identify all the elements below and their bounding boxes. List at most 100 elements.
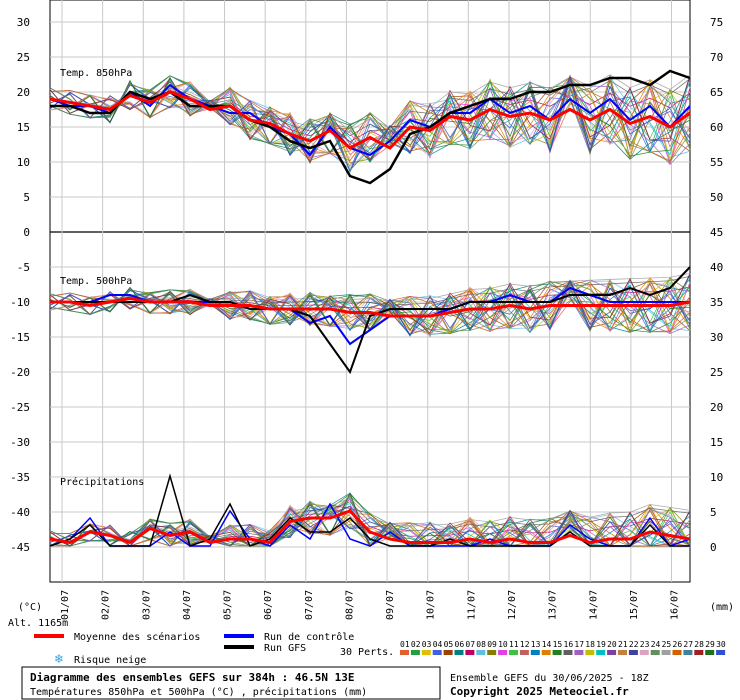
t500-panel-label: Temp. 500hPa bbox=[60, 276, 132, 287]
pert-color-swatch bbox=[694, 650, 704, 655]
t500-panel bbox=[49, 266, 691, 375]
t850-mean-line bbox=[49, 90, 691, 150]
footer-box bbox=[21, 666, 441, 700]
pert-color-swatch bbox=[661, 650, 671, 655]
left-tick-label: -45 bbox=[10, 541, 30, 554]
x-tick-label: 02/07 bbox=[101, 590, 112, 620]
left-tick-label: -20 bbox=[10, 366, 30, 379]
t500-perturbation-line bbox=[49, 280, 691, 333]
precip-panel-label: Précipitations bbox=[60, 476, 144, 488]
right-tick-label: 25 bbox=[710, 366, 723, 379]
pert-color-swatch bbox=[683, 650, 693, 655]
pert-number-label: 09 bbox=[487, 640, 497, 649]
t850-perturbation-line bbox=[49, 76, 691, 162]
t500-mean-line bbox=[50, 296, 691, 318]
pert-color-swatch bbox=[487, 650, 497, 655]
chart-legend: Moyenne des scénarios Run de contrôle Ru… bbox=[34, 631, 726, 666]
pert-color-swatch bbox=[552, 650, 562, 655]
footer-title: Diagramme des ensembles GEFS sur 384h : … bbox=[30, 671, 355, 684]
pert-color-swatch bbox=[585, 650, 595, 655]
chart-grid bbox=[49, 0, 691, 583]
pert-number-label: 07 bbox=[465, 640, 475, 649]
t850-gfs-line bbox=[50, 69, 691, 185]
pert-number-label: 05 bbox=[444, 640, 454, 649]
pert-color-swatch bbox=[454, 650, 464, 655]
right-tick-label: 10 bbox=[710, 471, 723, 484]
pert-number-label: 17 bbox=[574, 640, 584, 649]
left-axis-unit: (°C) bbox=[18, 602, 42, 613]
t850-panel-label: Temp. 850hPa bbox=[60, 68, 132, 79]
pert-number-label: 21 bbox=[618, 640, 628, 649]
right-tick-label: 40 bbox=[710, 261, 723, 274]
pert-number-label: 01 bbox=[400, 640, 410, 649]
pert-color-swatch bbox=[650, 650, 660, 655]
pert-number-label: 16 bbox=[564, 640, 574, 649]
pert-color-swatch bbox=[519, 650, 529, 655]
pert-number-label: 10 bbox=[498, 640, 508, 649]
snow-legend-label: Risque neige bbox=[74, 655, 146, 666]
x-tick-label: 15/07 bbox=[629, 590, 640, 620]
precip-panel bbox=[49, 473, 691, 547]
right-tick-label: 35 bbox=[710, 296, 723, 309]
pert-color-swatch bbox=[400, 650, 409, 655]
pert-color-swatch bbox=[618, 650, 627, 655]
pert-color-swatch bbox=[410, 650, 420, 655]
control-legend-label: Run de contrôle bbox=[264, 631, 354, 643]
pert-number-label: 29 bbox=[705, 640, 715, 649]
pert-color-swatch bbox=[563, 650, 573, 655]
right-tick-label: 15 bbox=[710, 436, 723, 449]
t500-perturbation-line bbox=[49, 279, 691, 337]
pert-color-swatch bbox=[628, 650, 638, 655]
left-tick-label: -25 bbox=[10, 401, 30, 414]
pert-number-label: 04 bbox=[433, 640, 443, 649]
x-tick-label: 03/07 bbox=[141, 590, 152, 620]
x-tick-label: 09/07 bbox=[385, 590, 396, 620]
pert-color-swatch bbox=[639, 650, 649, 655]
pert-color-swatch bbox=[716, 650, 726, 655]
pert-number-label: 06 bbox=[455, 640, 465, 649]
run-info: Ensemble GEFS du 30/06/2025 - 18Z bbox=[450, 673, 649, 684]
pert-number-label: 23 bbox=[640, 640, 650, 649]
copyright: Copyright 2025 Meteociel.fr bbox=[450, 685, 629, 698]
pert-number-label: 18 bbox=[585, 640, 595, 649]
pert-number-label: 19 bbox=[596, 640, 606, 649]
x-tick-label: 16/07 bbox=[670, 590, 681, 620]
left-tick-label: 20 bbox=[17, 86, 30, 99]
left-tick-label: -35 bbox=[10, 471, 30, 484]
pert-number-label: 25 bbox=[662, 640, 672, 649]
right-tick-label: 50 bbox=[710, 191, 723, 204]
left-tick-label: 5 bbox=[23, 191, 30, 204]
pert-color-swatch bbox=[498, 650, 508, 655]
precip-perturbation-line bbox=[49, 500, 691, 547]
pert-number-label: 24 bbox=[651, 640, 661, 649]
pert-color-swatch bbox=[465, 650, 475, 655]
t500-perturbation-line bbox=[49, 280, 691, 333]
left-tick-label: 10 bbox=[17, 156, 30, 169]
pert-color-swatch bbox=[476, 650, 486, 655]
pert-number-label: 03 bbox=[422, 640, 432, 649]
t850-panel bbox=[49, 69, 691, 185]
t850-perturbation-line bbox=[49, 75, 691, 163]
pert-number-label: 12 bbox=[520, 640, 530, 649]
left-tick-label: 0 bbox=[23, 226, 30, 239]
t500-perturbation-line bbox=[49, 281, 691, 337]
left-tick-label: -30 bbox=[10, 436, 30, 449]
pert-number-label: 08 bbox=[476, 640, 486, 649]
pert-color-swatch bbox=[530, 650, 540, 655]
left-tick-label: -5 bbox=[17, 261, 30, 274]
right-tick-label: 55 bbox=[710, 156, 723, 169]
right-tick-label: 65 bbox=[710, 86, 723, 99]
perts-legend-label: 30 Perts. bbox=[340, 647, 394, 658]
x-tick-label: 10/07 bbox=[426, 590, 437, 620]
precip-control-line bbox=[49, 502, 691, 547]
x-tick-label: 05/07 bbox=[223, 590, 234, 620]
x-tick-label: 08/07 bbox=[344, 590, 355, 620]
left-tick-label: 15 bbox=[17, 121, 30, 134]
pert-number-label: 20 bbox=[607, 640, 617, 649]
pert-color-swatch bbox=[596, 650, 606, 655]
x-tick-label: 11/07 bbox=[466, 590, 477, 620]
pert-number-label: 11 bbox=[509, 640, 519, 649]
right-axis-unit: (mm) bbox=[710, 602, 734, 613]
x-tick-label: 06/07 bbox=[263, 590, 274, 620]
left-tick-label: 30 bbox=[17, 16, 30, 29]
